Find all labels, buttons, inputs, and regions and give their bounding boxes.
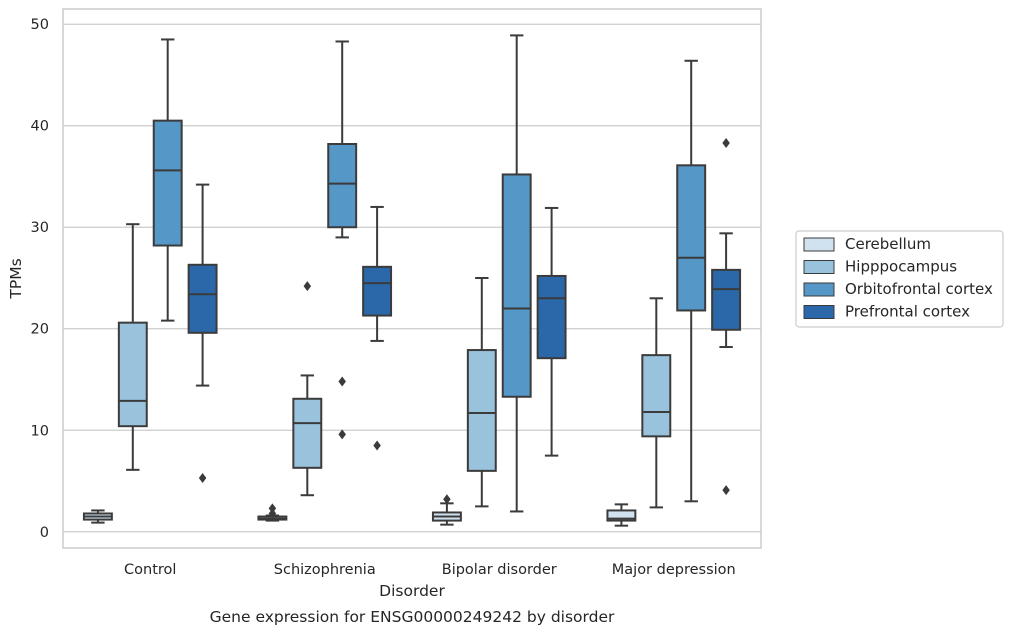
box-iqr — [292, 397, 323, 469]
legend-label: Cerebellum — [845, 235, 931, 253]
box-iqr — [711, 268, 742, 331]
box-iqr — [152, 119, 183, 247]
box-iqr — [362, 265, 393, 317]
box-hipppocampus — [641, 297, 672, 509]
legend-swatch — [803, 282, 835, 297]
y-tick-label: 0 — [40, 525, 49, 541]
legend-label: Orbitofrontal cortex — [845, 280, 993, 298]
x-axis: Control Schizophrenia Bipolar disorder Majo… — [124, 562, 736, 578]
legend-item: Prefrontal cortex — [803, 303, 970, 321]
box-hipppocampus — [292, 281, 323, 497]
y-tick-label: 50 — [31, 17, 49, 33]
box-prefrontal-cortex — [536, 206, 567, 457]
legend-box — [795, 230, 1004, 328]
box-iqr — [187, 263, 218, 334]
y-axis-label: TPMs — [7, 258, 25, 299]
box-prefrontal-cortex — [711, 137, 742, 496]
x-tick-label: Schizophrenia — [274, 562, 376, 578]
box-orbitofrontal-cortex — [152, 38, 183, 322]
outlier-point — [443, 494, 451, 505]
legend-swatch — [803, 305, 835, 319]
legend-label: Hipppocampus — [845, 258, 957, 276]
box-cerebellum — [82, 509, 113, 524]
x-tick-label: Bipolar disorder — [442, 562, 557, 578]
y-tick-label: 20 — [31, 322, 49, 338]
y-axis: 0 10 20 30 40 50 — [31, 17, 49, 541]
legend-label: Prefrontal cortex — [845, 303, 970, 321]
outlier-point — [722, 485, 730, 496]
plot-frame — [62, 8, 762, 549]
box-iqr — [606, 509, 637, 522]
box-prefrontal-cortex — [362, 205, 393, 451]
box-prefrontal-cortex — [187, 183, 218, 483]
y-tick-label: 40 — [31, 119, 49, 135]
box-orbitofrontal-cortex — [327, 40, 358, 440]
box-iqr — [641, 354, 672, 438]
outlier-point — [722, 137, 730, 148]
box-iqr — [327, 143, 358, 229]
outlier-point — [303, 281, 312, 292]
box-iqr — [117, 321, 148, 428]
outlier-point — [338, 376, 346, 387]
box-hipppocampus — [117, 223, 148, 471]
outlier-point — [338, 429, 346, 440]
chart-caption: Gene expression for ENSG00000249242 by d… — [210, 608, 615, 626]
box-iqr — [501, 173, 532, 398]
legend: Cerebellum Hipppocampus Orbitofrontal cort… — [795, 230, 1004, 328]
box-orbitofrontal-cortex — [501, 34, 532, 513]
plot-area — [82, 34, 742, 527]
outlier-point — [268, 503, 277, 514]
box-cerebellum — [257, 503, 288, 522]
y-tick-label: 10 — [31, 423, 49, 439]
outlier-point — [373, 440, 381, 451]
x-tick-label: Major depression — [612, 562, 736, 578]
outlier-point — [268, 508, 277, 519]
legend-item: Hipppocampus — [803, 258, 957, 276]
legend-item: Cerebellum — [803, 235, 931, 253]
box-orbitofrontal-cortex — [676, 59, 707, 503]
box-iqr — [536, 274, 567, 360]
box-cerebellum — [606, 503, 637, 527]
box-hipppocampus — [466, 276, 497, 508]
x-axis-label: Disorder — [379, 582, 445, 600]
box-iqr — [676, 164, 707, 312]
legend-swatch — [803, 237, 835, 252]
y-tick-label: 30 — [31, 220, 49, 236]
legend-swatch — [803, 260, 835, 274]
box-cerebellum — [431, 494, 462, 526]
legend-item: Orbitofrontal cortex — [803, 280, 993, 298]
x-tick-label: Control — [124, 562, 176, 578]
outlier-point — [198, 472, 207, 483]
box-iqr — [466, 349, 497, 472]
